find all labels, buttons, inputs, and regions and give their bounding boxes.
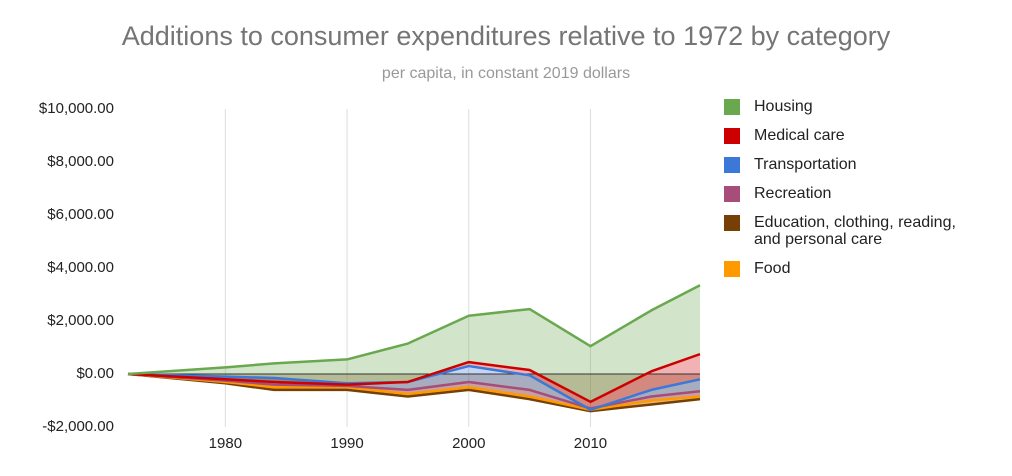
x-tick-label: 1980: [209, 435, 242, 452]
chart-title: Additions to consumer expenditures relat…: [122, 21, 891, 51]
area: [128, 374, 700, 410]
legend-item: Food: [724, 260, 1004, 277]
area-line: [127, 372, 701, 412]
area-line: [127, 372, 701, 413]
legend-item: Medical care: [724, 127, 1004, 144]
legend-label: Medical care: [754, 127, 845, 144]
legend-item: Housing: [724, 98, 1004, 115]
y-tick-label: $10,000.00: [39, 100, 114, 117]
y-tick-label: $0.00: [76, 365, 114, 382]
legend-swatch: [724, 157, 740, 173]
legend-item: Recreation: [724, 185, 1004, 202]
area-line: [127, 372, 701, 410]
area-line: [127, 352, 701, 404]
legend-label: Recreation: [754, 185, 832, 202]
legend-swatch: [724, 128, 740, 144]
x-tick-label: 2000: [452, 435, 485, 452]
x-tick-label: 2010: [574, 435, 607, 452]
chart-subtitle: per capita, in constant 2019 dollars: [382, 65, 630, 82]
legend-item: Transportation: [724, 156, 1004, 173]
area-line: [127, 284, 701, 376]
y-tick-label: $2,000.00: [47, 312, 114, 329]
legend-label: Housing: [754, 98, 813, 115]
legend-swatch: [724, 99, 740, 115]
legend: Housing Medical care Transportation Recreat…: [724, 98, 1004, 289]
legend-label: Food: [754, 260, 791, 277]
legend-swatch: [724, 186, 740, 202]
x-tick-label: 1990: [330, 435, 363, 452]
area: [128, 285, 700, 402]
y-tick-label: -$2,000.00: [42, 418, 114, 435]
y-tick-label: $4,000.00: [47, 259, 114, 276]
legend-label: Education, clothing, reading, and person…: [754, 214, 956, 248]
y-tick-label: $8,000.00: [47, 153, 114, 170]
y-tick-label: $6,000.00: [47, 206, 114, 223]
legend-label: Transportation: [754, 156, 857, 173]
legend-swatch: [724, 215, 740, 231]
legend-item: Education, clothing, reading, and person…: [724, 214, 1004, 248]
area-line: [127, 364, 701, 412]
legend-swatch: [724, 261, 740, 277]
